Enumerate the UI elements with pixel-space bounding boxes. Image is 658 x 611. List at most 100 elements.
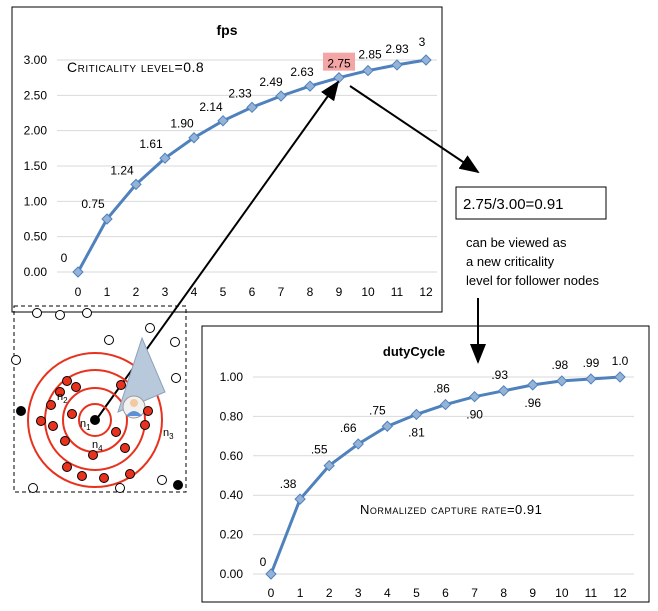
c1-data-point bbox=[130, 178, 142, 191]
node-label-n1: n1 bbox=[80, 418, 91, 432]
network-node-white bbox=[145, 323, 155, 333]
duty-markers bbox=[265, 371, 626, 580]
c1-x-tick-label: 7 bbox=[278, 285, 285, 299]
network-frame bbox=[13, 305, 187, 493]
c2-data-label: 0 bbox=[260, 555, 267, 569]
network-node-red bbox=[143, 406, 153, 416]
network-node-white bbox=[82, 308, 92, 318]
c1-data-point bbox=[246, 101, 258, 114]
c2-data-point bbox=[614, 371, 626, 383]
network-node-white bbox=[11, 355, 21, 365]
network-node-red bbox=[71, 382, 81, 392]
network-node-black bbox=[90, 415, 100, 425]
network-node-red bbox=[55, 387, 65, 397]
c2-data-point bbox=[381, 420, 394, 432]
node-label-n4: n4 bbox=[92, 439, 103, 453]
ratio-box bbox=[455, 186, 607, 220]
c2-x-tick-label: 2 bbox=[326, 586, 333, 600]
c1-data-point bbox=[159, 152, 171, 164]
c1-data-point bbox=[188, 132, 200, 144]
fps-highlight-box bbox=[323, 52, 355, 71]
fps-gridlines bbox=[57, 59, 437, 273]
network-node-black bbox=[16, 406, 26, 416]
c1-data-point bbox=[304, 80, 316, 92]
c1-data-label: 1.61 bbox=[139, 137, 163, 151]
c2-data-label: .93 bbox=[491, 368, 508, 382]
c2-x-tick-label: 8 bbox=[500, 586, 507, 600]
c2-y-tick-label: 0.60 bbox=[220, 449, 244, 463]
c2-x-tick-label: 1 bbox=[297, 586, 304, 600]
c1-y-tick-label: 2.50 bbox=[24, 88, 48, 102]
network-node-red bbox=[67, 409, 77, 419]
c2-data-label: .99 bbox=[583, 356, 600, 370]
c2-y-tick-label: 0.40 bbox=[220, 488, 244, 502]
c1-x-tick-label: 9 bbox=[336, 285, 343, 299]
c1-x-tick-label: 3 bbox=[162, 285, 169, 299]
c2-data-label: .86 bbox=[433, 382, 450, 396]
c1-x-tick-label: 12 bbox=[419, 285, 433, 299]
c2-x-tick-label: 12 bbox=[613, 586, 627, 600]
network-node-white bbox=[55, 310, 65, 320]
network-node-red bbox=[62, 462, 72, 472]
c1-data-point bbox=[101, 213, 113, 225]
c1-x-tick-label: 10 bbox=[361, 285, 375, 299]
duty-chart-title: dutyCycle bbox=[383, 344, 445, 359]
network-node-white bbox=[171, 373, 181, 383]
c2-data-point bbox=[527, 379, 539, 391]
network-node-red bbox=[99, 473, 109, 483]
c2-data-label: 1.0 bbox=[612, 354, 629, 368]
fps-chart-title: fps bbox=[217, 22, 238, 38]
c1-y-tick-label: 3.00 bbox=[24, 53, 48, 67]
c2-data-point bbox=[410, 408, 423, 421]
network-node-red bbox=[48, 421, 58, 431]
c2-data-point bbox=[323, 459, 335, 472]
c2-x-tick-label: 5 bbox=[413, 586, 420, 600]
c1-data-point bbox=[275, 90, 287, 102]
c1-y-tick-label: 0.00 bbox=[24, 265, 48, 279]
c2-data-point bbox=[497, 385, 510, 397]
network-node-red bbox=[140, 420, 150, 430]
c1-data-label: 2.14 bbox=[199, 100, 223, 114]
network-node-red bbox=[46, 400, 56, 410]
network-node-white bbox=[28, 483, 38, 493]
c2-x-tick-label: 7 bbox=[471, 586, 478, 600]
arrow-to-ratio bbox=[349, 85, 480, 174]
duty-annotation: Normalized capture rate=0.91 bbox=[360, 502, 542, 517]
c2-x-tick-label: 9 bbox=[529, 586, 536, 600]
c2-data-label: .96 bbox=[524, 396, 541, 410]
network-node-white bbox=[115, 483, 125, 493]
node-label-n3: n3 bbox=[163, 427, 174, 441]
c2-data-label: .38 bbox=[280, 477, 297, 491]
c1-y-tick-label: 1.50 bbox=[24, 159, 48, 173]
explanation-text: can be viewed as a new criticality level f… bbox=[466, 235, 599, 288]
c1-data-point bbox=[72, 266, 84, 278]
fps-y-axis: 0.00 0.50 1.00 1.50 2.00 2.50 3.00 bbox=[24, 53, 48, 279]
c1-data-label: 0.75 bbox=[81, 197, 105, 211]
c2-data-label: .66 bbox=[340, 421, 357, 435]
c2-y-tick-label: 0.00 bbox=[220, 567, 244, 581]
network-node-white bbox=[104, 335, 114, 345]
c1-x-tick-label: 4 bbox=[191, 285, 198, 299]
c1-y-tick-label: 0.50 bbox=[24, 230, 48, 244]
c1-data-point bbox=[362, 64, 374, 77]
c1-x-tick-label: 11 bbox=[391, 285, 404, 299]
fps-x-axis: 0 1 2 3 4 5 6 7 8 9 10 11 12 bbox=[75, 285, 433, 299]
duty-x-axis: 0 1 2 3 4 5 6 7 8 9 10 11 12 bbox=[268, 586, 627, 600]
c2-x-tick-label: 10 bbox=[555, 586, 569, 600]
c2-data-label: .81 bbox=[408, 425, 425, 439]
c2-y-tick-label: 0.80 bbox=[220, 409, 244, 423]
network-node-white bbox=[170, 337, 180, 347]
network-node-red bbox=[120, 443, 130, 453]
fps-annotation: Criticality level=0.8 bbox=[67, 59, 204, 75]
c1-y-tick-label: 2.00 bbox=[24, 124, 48, 138]
c1-data-label: 3 bbox=[419, 35, 426, 49]
network-node-red bbox=[88, 450, 98, 460]
network-node-red bbox=[36, 416, 46, 426]
person-head-icon bbox=[130, 399, 138, 407]
network-nodes bbox=[11, 308, 183, 493]
c2-data-point bbox=[585, 373, 597, 385]
c1-data-label: 1.24 bbox=[110, 163, 134, 177]
c1-data-label: 2.63 bbox=[290, 65, 314, 79]
c2-data-point bbox=[556, 375, 568, 387]
